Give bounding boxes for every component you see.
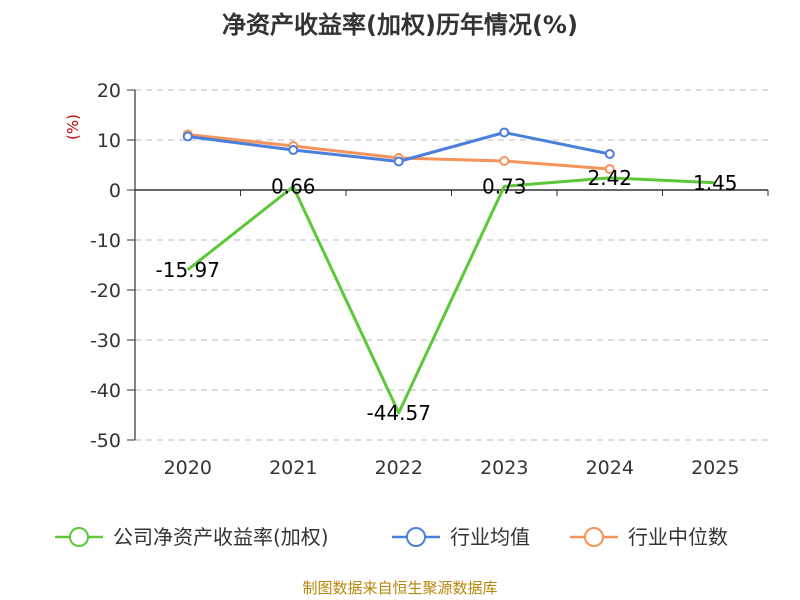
y-tick-label: 0 — [109, 180, 121, 202]
x-tick-label: 2024 — [586, 457, 634, 479]
series-point — [499, 127, 510, 138]
x-tick-label: 2025 — [691, 457, 739, 479]
x-tick-label: 2020 — [164, 457, 212, 479]
x-tick-label: 2021 — [269, 457, 317, 479]
legend: 公司净资产收益率(加权) 行业均值 行业中位数 — [55, 525, 728, 549]
series-point — [393, 156, 404, 167]
y-tick-label: 20 — [97, 80, 121, 102]
legend-marker — [406, 527, 426, 547]
x-tick-label: 2023 — [480, 457, 528, 479]
series-point — [604, 164, 615, 174]
series-line — [186, 176, 716, 415]
series-point — [288, 145, 299, 155]
x-tick-label: 2022 — [375, 457, 423, 479]
series-point — [182, 131, 193, 142]
legend-label: 行业均值 — [450, 525, 530, 549]
legend-marker — [584, 527, 604, 547]
y-axis-unit: (%) — [64, 114, 82, 140]
data-label: -44.57 — [367, 401, 431, 425]
series-point — [499, 156, 510, 166]
data-label: 1.45 — [693, 171, 738, 195]
legend-label: 行业中位数 — [628, 525, 728, 549]
axis-layer: 20 10 0 -10 -20 -30 -40 -50 2020 2021 2022 2023 2024… — [90, 80, 769, 479]
data-label: -15.97 — [156, 258, 220, 282]
y-tick-label: -40 — [90, 380, 121, 402]
data-label-layer: -15.97 0.66 -44.57 0.73 2.42 1.45 — [156, 166, 738, 425]
data-label: 0.73 — [482, 174, 527, 198]
y-tick-label: -10 — [90, 230, 121, 252]
legend-label: 公司净资产收益率(加权) — [113, 525, 329, 549]
legend-marker — [69, 527, 89, 547]
series-layer — [182, 127, 716, 415]
chart-title: 净资产收益率(加权)历年情况(%) — [222, 11, 578, 39]
y-tick-label: -50 — [90, 430, 121, 452]
y-tick-label: -20 — [90, 280, 121, 302]
series-point — [604, 149, 615, 159]
data-label: 2.42 — [587, 166, 632, 190]
y-tick-label: -30 — [90, 330, 121, 352]
source-note: 制图数据来自恒生聚源数据库 — [302, 579, 497, 597]
y-tick-label: 10 — [97, 130, 121, 152]
data-label: 0.66 — [271, 175, 316, 199]
